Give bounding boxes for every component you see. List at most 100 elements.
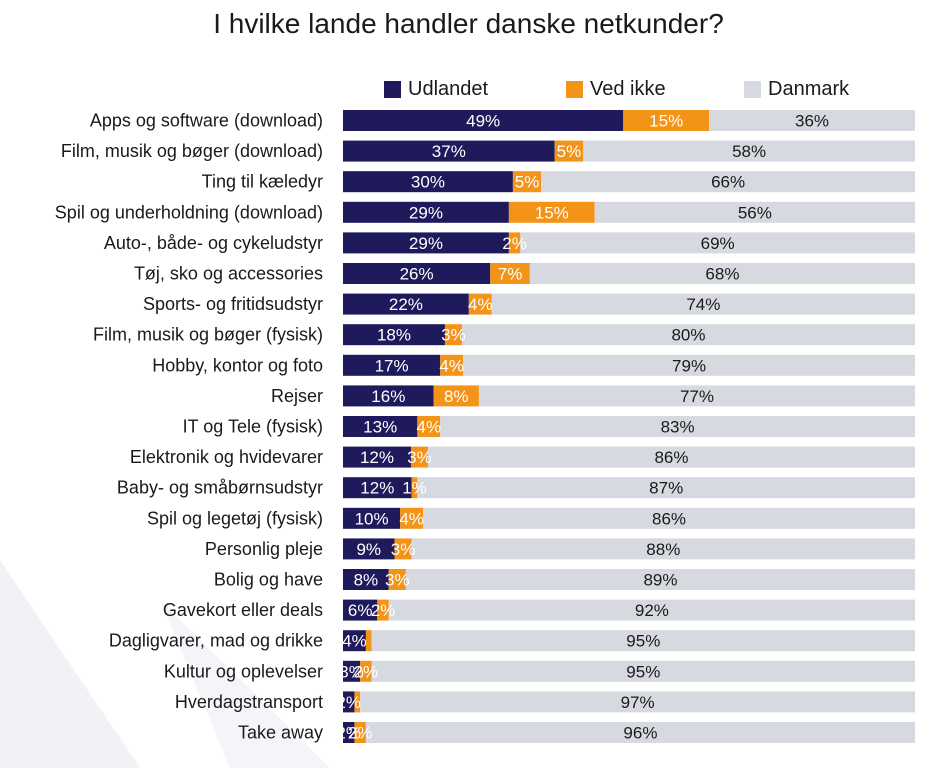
category-label: Spil og legetøj (fysisk) [147,508,323,528]
category-label: Gavekort eller deals [163,600,323,620]
value-label-udlandet: 4% [342,632,367,651]
category-label: IT og Tele (fysisk) [183,417,323,437]
bar-row: Kultur og oplevelser 3%2% 95% [164,660,916,682]
bar-row: Auto-, både- og cykeludstyr 29% 2% 69% [104,232,915,254]
bar-row: Gavekort eller deals 6%2% 92% [163,599,915,621]
category-label: Elektronik og hvidevarer [130,447,323,467]
bar-row: Ting til kæledyr 30% 5% 66% [202,171,915,193]
value-label-ved-ikke: 2% [354,662,379,681]
value-label-udlandet: 8% [354,571,379,590]
value-label-udlandet: 29% [409,234,443,253]
value-label-danmark: 88% [646,540,680,559]
bar-row: Take away 2%2% 96% [238,722,915,743]
category-label: Auto-, både- og cykeludstyr [104,233,323,253]
value-label-danmark: 56% [738,203,772,222]
value-label-udlandet: 17% [375,356,409,375]
bar-segment-udlandet [343,599,378,621]
bar-segment-danmark [478,385,915,407]
value-label-udlandet: 12% [360,479,394,498]
bar-segment-udlandet [343,293,469,315]
bar-segment-danmark [411,538,915,560]
bar-segment-udlandet [343,324,445,346]
value-label-ved-ikke: 5% [557,142,582,161]
value-label-ved-ikke: 4% [468,295,493,314]
value-label-danmark: 86% [652,509,686,528]
value-label-ved-ikke: 3% [407,448,432,467]
legend-label-danmark: Danmark [768,78,850,100]
bar-segment-ved-ikke [388,569,406,590]
category-label: Dagligvarer, mad og drikke [109,631,323,651]
bar-segment-danmark [520,232,915,254]
value-label-ved-ikke: 2% [348,724,373,743]
value-label-udlandet: 16% [371,387,405,406]
bar-row: Film, musik og bøger (fysisk) 18% 3% 80% [93,324,915,346]
value-label-ved-ikke: 2% [502,234,527,253]
bar-segment-ved-ikke [410,446,428,468]
bar-segment-udlandet [343,630,366,652]
value-label-danmark: 66% [711,173,745,192]
bar-segment-ved-ikke [444,324,462,346]
value-label-ved-ikke: 15% [649,112,683,131]
value-label-danmark: 95% [626,632,660,651]
value-label-ved-ikke: 1% [402,479,427,498]
bar-segment-ved-ikke [377,599,389,621]
bar-segment-danmark [491,293,915,315]
category-label: Kultur og oplevelser [164,661,323,681]
value-label-ved-ikke: 2% [371,601,396,620]
value-label-udlandet: 6% [348,601,373,620]
bar-segment-ved-ikke [440,354,464,376]
bar-segment-danmark [371,660,916,682]
bar-segment-ved-ikke [554,140,584,162]
bar-segment-udlandet [343,660,361,682]
value-label-udlandet: 22% [389,295,423,314]
bar-segment-udlandet [343,171,513,193]
bar-row: Elektronik og hvidevarer 12% 3% 86% [130,446,915,468]
value-label-ved-ikke: 3% [385,571,410,590]
value-label-udlandet: 13% [363,418,397,437]
bar-segment-danmark [463,354,915,376]
category-label: Rejser [271,386,323,406]
bar-segment-danmark [405,569,915,590]
value-label-udlandet: 2% [336,693,361,712]
value-label-danmark: 97% [621,693,655,712]
category-label: Hverdagstransport [175,692,323,712]
value-label-danmark: 96% [623,724,657,743]
value-label-udlandet: 12% [360,448,394,467]
bar-row: Rejser 16% 8% 77% [271,385,915,407]
value-label-udlandet: 10% [355,509,389,528]
category-label: Bolig og have [214,570,323,590]
chart-title: I hvilke lande handler danske netkunder? [213,8,724,39]
bar-row: Baby- og småbørnsudstyr 12% 1% 87% [117,477,915,499]
value-label-udlandet: 29% [409,203,443,222]
bar-segment-danmark [529,263,915,284]
value-label-danmark: 92% [635,601,669,620]
bar-segment-udlandet [343,201,509,223]
value-label-danmark: 89% [643,571,677,590]
category-label: Tøj, sko og accessories [134,264,323,284]
bar-row: Apps og software (download) 49% 15% 36% [90,110,915,131]
value-label-danmark: 69% [701,234,735,253]
category-label: Film, musik og bøger (download) [61,141,323,161]
bar-segment-danmark [583,140,915,162]
bar-row: Tøj, sko og accessories 26% 7% 68% [134,263,915,284]
bar-row: Hverdagstransport 2% 97% [175,691,915,713]
value-label-ved-ikke: 3% [391,540,416,559]
bar-segment-danmark [388,599,915,621]
bar-segment-ved-ikke [417,416,441,437]
bar-segment-danmark [427,446,915,468]
bar-segment-danmark [423,507,915,529]
legend-label-ved-ikke: Ved ikke [590,78,666,100]
bar-segment-danmark [365,722,915,743]
bar-segment-udlandet [343,416,418,437]
category-label: Hobby, kontor og foto [152,355,323,375]
bar-row: Spil og underholdning (download) 29% 15% 56… [55,201,915,223]
bar-segment-ved-ikke [623,110,710,131]
bar-segment-danmark [440,416,915,437]
bar-row: Hobby, kontor og foto 17% 4% 79% [152,354,915,376]
bar-segment-ved-ikke [490,263,530,284]
legend-label-udlandet: Udlandet [408,78,489,100]
bar-segment-udlandet [343,507,401,529]
bar-segment-ved-ikke [411,477,418,499]
bar-row: Film, musik og bøger (download) 37% 5% 58% [61,140,915,162]
